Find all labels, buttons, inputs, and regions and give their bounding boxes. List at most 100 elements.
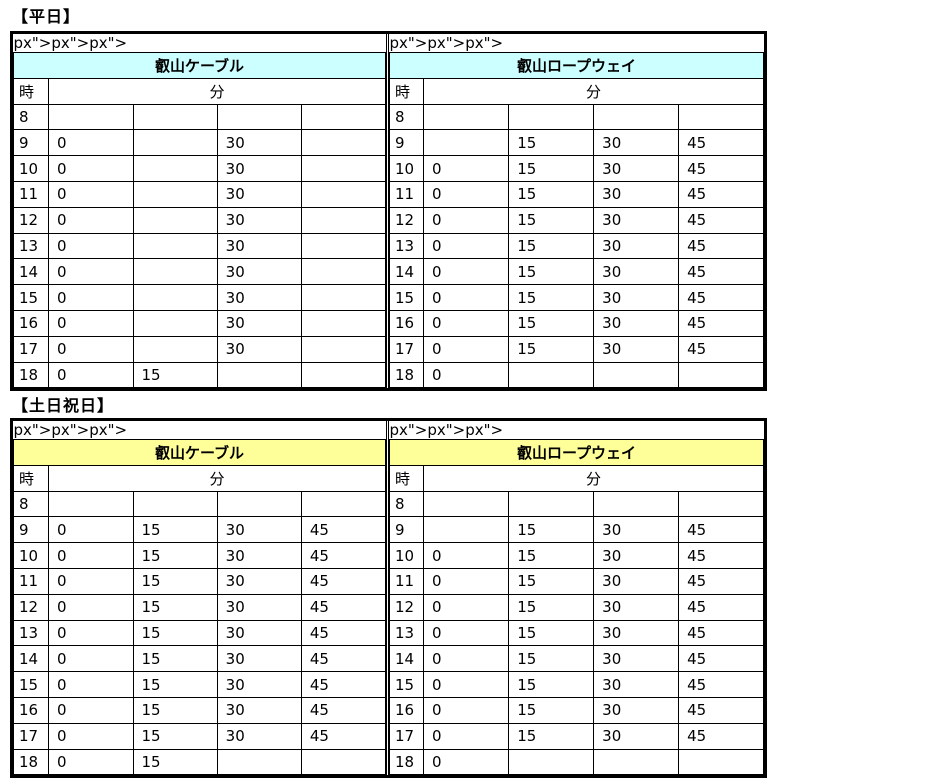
minute-cell <box>593 490 680 518</box>
table-row: 15 0 30 <box>13 284 387 311</box>
minute-cell <box>422 490 510 518</box>
minute-cell: 30 <box>593 593 680 621</box>
hour-cell: 10 <box>13 155 49 182</box>
line-name: 叡山ケーブル <box>13 439 386 466</box>
minute-cell: 45 <box>678 284 764 311</box>
minute-header: 分 <box>423 77 764 105</box>
table-row: 18 0 15 <box>13 361 387 389</box>
minute-cell <box>48 490 134 518</box>
minute-cell <box>300 155 387 182</box>
minute-cell: 30 <box>216 671 302 698</box>
minute-cell: 15 <box>508 542 595 569</box>
minute-cell: 45 <box>300 696 387 724</box>
minute-cell: 0 <box>422 593 510 621</box>
line-name: 叡山ロープウェイ <box>389 439 764 466</box>
minute-cell: 15 <box>132 722 218 750</box>
minute-cell: 45 <box>678 180 764 208</box>
hour-cell: 14 <box>13 258 49 286</box>
minute-cell <box>132 258 218 286</box>
table-row: 16 0 15 30 45 <box>389 309 764 337</box>
table-row: 15 0 15 30 45 <box>13 671 387 698</box>
minute-cell: 0 <box>48 671 134 698</box>
hour-cell: 16 <box>389 309 424 337</box>
minute-cell: 0 <box>48 180 134 208</box>
minute-cell <box>593 361 680 389</box>
minute-cell <box>132 284 218 311</box>
hour-cell: 14 <box>13 645 49 673</box>
minute-cell: 15 <box>508 619 595 647</box>
minute-cell <box>216 490 302 518</box>
hour-cell: 8 <box>389 103 424 131</box>
table-row: 8 <box>389 103 764 131</box>
table-row: 11 0 15 30 45 <box>389 180 764 208</box>
line-name: 叡山ロープウェイ <box>389 52 764 79</box>
hour-cell: 15 <box>13 671 49 698</box>
minute-cell: 0 <box>48 619 134 647</box>
minute-cell <box>132 206 218 234</box>
minute-cell: 0 <box>48 284 134 311</box>
minute-cell <box>678 361 764 389</box>
hour-cell: 8 <box>389 490 424 518</box>
minute-cell: 15 <box>132 361 218 389</box>
minute-cell: 0 <box>48 722 134 750</box>
table-row: 8 <box>13 103 387 131</box>
hour-cell: 16 <box>13 696 49 724</box>
minute-cell: 45 <box>678 567 764 595</box>
minute-cell <box>216 361 302 389</box>
minute-header: 分 <box>48 464 386 492</box>
minute-cell: 0 <box>422 206 510 234</box>
table-row: 10 0 15 30 45 <box>13 542 387 569</box>
minute-cell: 0 <box>48 696 134 724</box>
minute-cell: 0 <box>422 309 510 337</box>
minute-cell: 15 <box>132 696 218 724</box>
minute-cell: 30 <box>216 722 302 750</box>
table-row: 17 0 15 30 45 <box>389 722 764 750</box>
line-header-row: 叡山ロープウェイ <box>389 439 764 466</box>
table-row: 11 0 15 30 45 <box>389 567 764 595</box>
table-row: 14 0 15 30 45 <box>389 258 764 286</box>
table-row: 13 0 30 <box>13 232 387 260</box>
table-row: 13 0 15 30 45 <box>13 619 387 647</box>
table-row: 15 0 15 30 45 <box>389 671 764 698</box>
hour-cell: 16 <box>389 696 424 724</box>
column-header-row: 時分 <box>13 77 386 105</box>
minute-cell: 45 <box>678 155 764 182</box>
minute-cell: 0 <box>422 361 510 389</box>
minute-cell <box>300 232 387 260</box>
minute-cell: 0 <box>48 129 134 157</box>
section-title: 【土日祝日】 <box>12 396 115 415</box>
ropeway-timetable: px">px">px">叡山ロープウェイ時分 8 9 15 30 45 10 0 15 30 45 1… <box>389 34 764 389</box>
hour-cell: 16 <box>13 309 49 337</box>
hour-cell: 11 <box>13 180 49 208</box>
minute-cell: 30 <box>593 284 680 311</box>
minute-cell: 15 <box>508 232 595 260</box>
double-divider <box>386 34 389 389</box>
table-row: 14 0 30 <box>13 258 387 286</box>
hour-cell: 12 <box>389 593 424 621</box>
table-row: 16 0 15 30 45 <box>389 696 764 724</box>
hour-cell: 10 <box>389 155 424 182</box>
minute-header: 分 <box>423 464 764 492</box>
minute-cell: 30 <box>593 232 680 260</box>
minute-cell: 0 <box>48 542 134 569</box>
minute-cell: 45 <box>678 671 764 698</box>
table-row: 14 0 15 30 45 <box>389 645 764 673</box>
hour-cell: 13 <box>389 232 424 260</box>
hour-cell: 10 <box>389 542 424 569</box>
table-row: 10 0 15 30 45 <box>389 155 764 182</box>
minute-cell: 15 <box>508 671 595 698</box>
minute-cell: 0 <box>422 180 510 208</box>
minute-cell <box>216 103 302 131</box>
minute-cell: 30 <box>593 309 680 337</box>
table-row: 11 0 15 30 45 <box>13 567 387 595</box>
table-row: 9 15 30 45 <box>389 516 764 544</box>
minute-cell: 30 <box>216 542 302 569</box>
hour-cell: 12 <box>13 593 49 621</box>
minute-cell: 0 <box>422 155 510 182</box>
minute-cell: 15 <box>132 567 218 595</box>
minute-cell: 45 <box>678 335 764 363</box>
minute-cell: 30 <box>593 129 680 157</box>
hour-cell: 9 <box>13 516 49 544</box>
minute-cell: 0 <box>48 361 134 389</box>
minute-cell: 0 <box>48 258 134 286</box>
